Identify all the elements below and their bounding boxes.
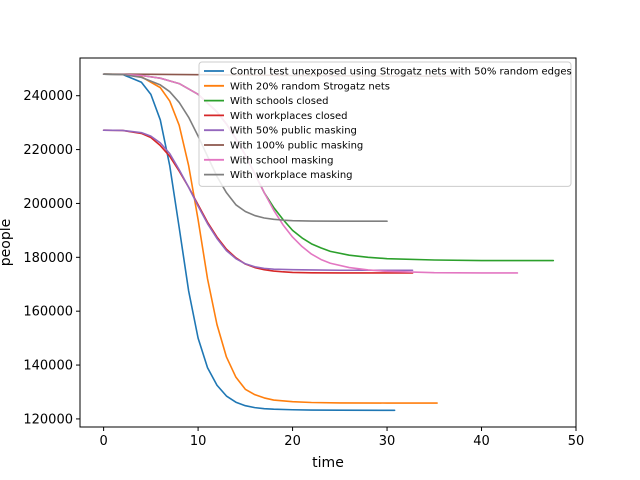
legend: Control test unexposed using Strogatz ne… bbox=[198, 61, 572, 187]
series-line-8 bbox=[102, 73, 388, 223]
legend-entry: Control test unexposed using Strogatz ne… bbox=[230, 67, 572, 78]
x-tick-label: 40 bbox=[473, 434, 490, 449]
y-axis: 120000 140000 160000 180000 200000 220000 2400… bbox=[23, 89, 80, 427]
y-tick-label: 200000 bbox=[23, 197, 73, 212]
legend-entry: With workplaces closed bbox=[230, 111, 347, 122]
x-tick-label: 10 bbox=[190, 434, 207, 449]
x-tick-label: 20 bbox=[284, 434, 301, 449]
y-axis-label: people bbox=[0, 219, 14, 266]
y-tick-label: 160000 bbox=[23, 305, 73, 320]
x-axis-label: time bbox=[312, 455, 344, 471]
legend-entry: With 50% public masking bbox=[230, 126, 357, 137]
series-line-5 bbox=[102, 129, 414, 272]
x-tick-label: 0 bbox=[99, 434, 107, 449]
y-tick-label: 180000 bbox=[23, 251, 73, 266]
legend-entry: With school masking bbox=[230, 155, 333, 166]
y-tick-label: 140000 bbox=[23, 359, 73, 374]
legend-entry: With 100% public masking bbox=[230, 141, 363, 152]
legend-box bbox=[198, 61, 572, 187]
legend-entry: With workplace masking bbox=[230, 170, 353, 181]
legend-entry: With 20% random Strogatz nets bbox=[230, 81, 390, 92]
x-tick-label: 30 bbox=[379, 434, 396, 449]
legend-entry: With schools closed bbox=[230, 96, 328, 107]
plot-frame bbox=[79, 57, 577, 428]
series-line-4 bbox=[102, 129, 414, 274]
x-tick-label: 50 bbox=[568, 434, 585, 449]
y-tick-label: 240000 bbox=[23, 89, 73, 104]
series-line-2 bbox=[102, 73, 438, 404]
y-tick-label: 220000 bbox=[23, 143, 73, 158]
x-axis: 0 10 20 30 40 50 bbox=[99, 427, 584, 449]
series-line-1 bbox=[102, 73, 396, 412]
series-line-7 bbox=[102, 73, 519, 274]
y-tick-label: 120000 bbox=[23, 412, 73, 427]
